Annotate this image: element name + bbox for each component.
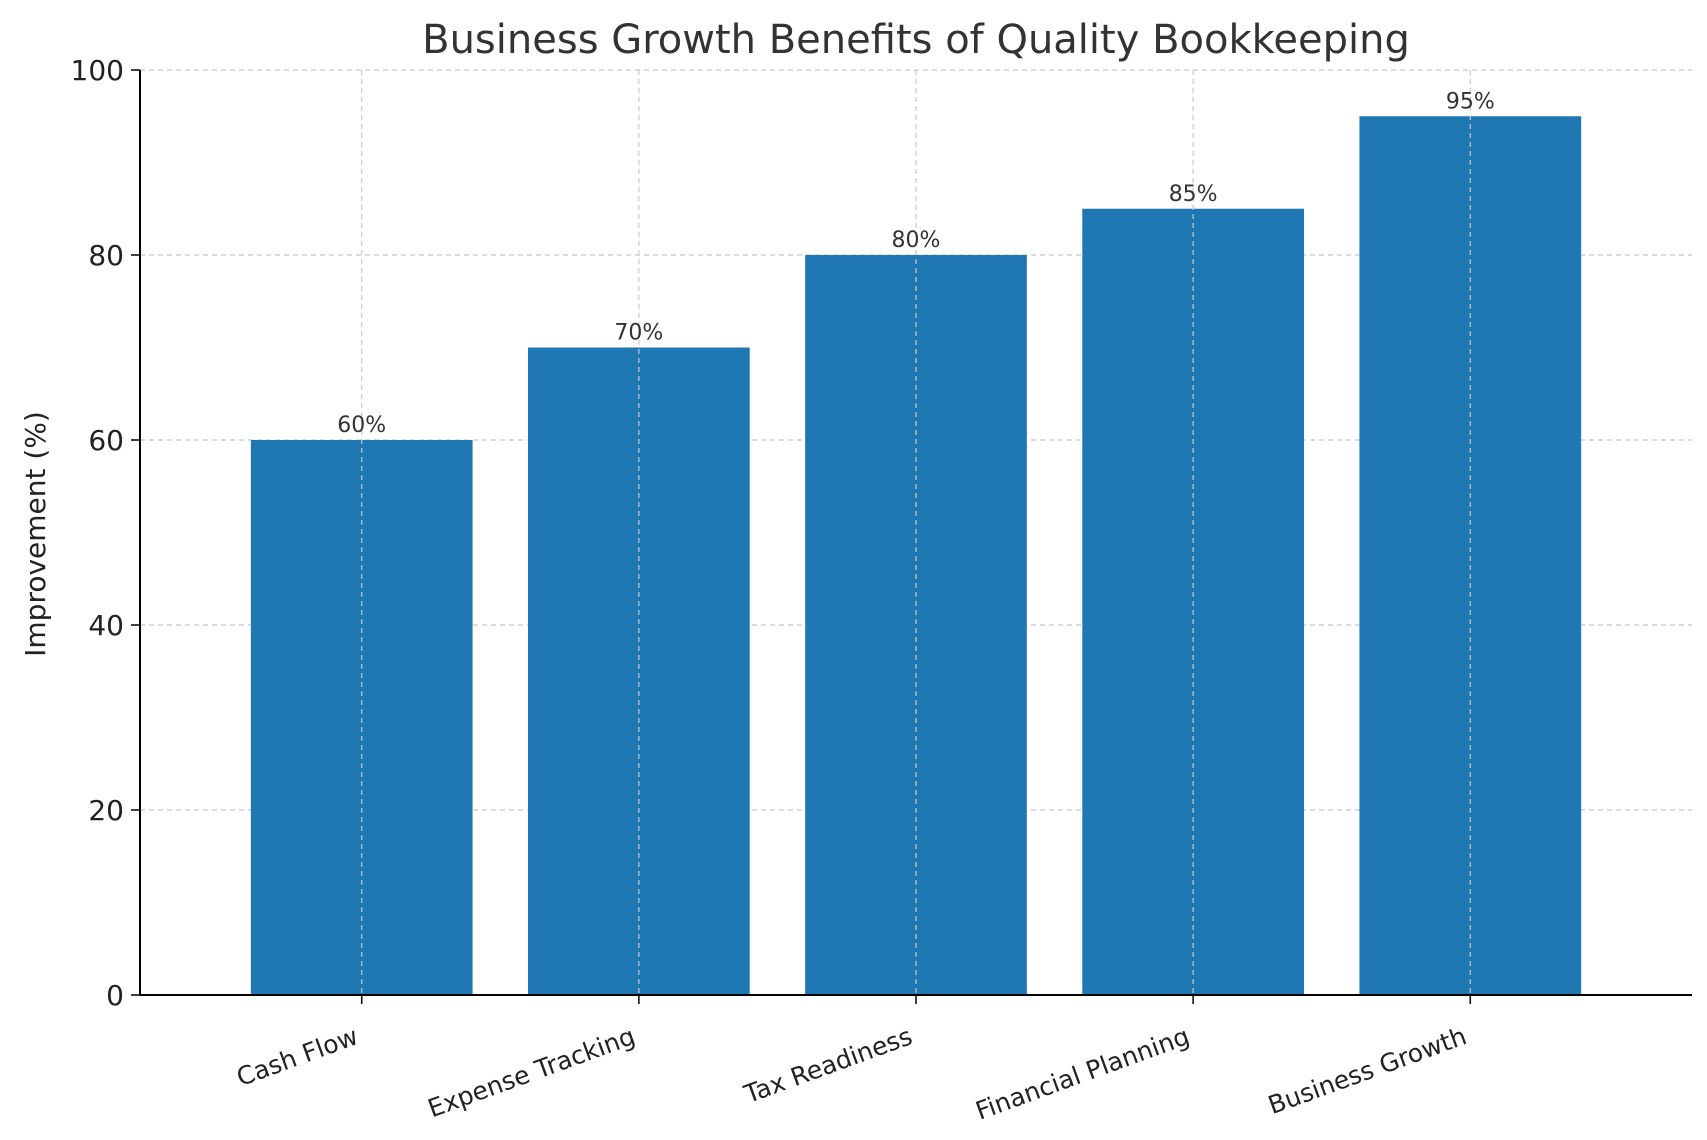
bar-value-label: 85% [1169, 182, 1218, 207]
bar-value-label: 70% [614, 321, 663, 346]
y-tick-label: 100 [71, 54, 124, 87]
x-tick-label: Financial Planning [972, 1021, 1193, 1125]
x-ticks-layer: Cash Flow Expense Tracking Tax Readiness Fi… [233, 995, 1472, 1126]
y-tick-label: 60 [88, 424, 124, 457]
vertical-grid-layer [361, 70, 1471, 995]
bar [528, 347, 750, 995]
y-tick-label: 0 [106, 979, 124, 1012]
y-tick-label: 40 [88, 609, 124, 642]
y-tick-label: 20 [88, 794, 124, 827]
bar-value-label: 80% [892, 228, 941, 253]
y-ticks-layer: 0 20 40 60 80 100 [71, 54, 140, 1012]
chart-title: Business Growth Benefits of Quality Book… [422, 17, 1410, 63]
value-labels-layer: 60% 70% 80% 85% 95% [337, 89, 1494, 438]
x-tick-label: Business Growth [1264, 1021, 1470, 1120]
x-tick-label: Tax Readiness [740, 1021, 916, 1109]
y-axis-label: Improvement (%) [19, 411, 52, 657]
x-tick-label: Cash Flow [233, 1021, 362, 1092]
y-tick-label: 80 [88, 239, 124, 272]
bar-value-label: 95% [1446, 89, 1495, 114]
bar-value-label: 60% [337, 413, 386, 438]
x-tick-label: Expense Tracking [424, 1021, 639, 1123]
